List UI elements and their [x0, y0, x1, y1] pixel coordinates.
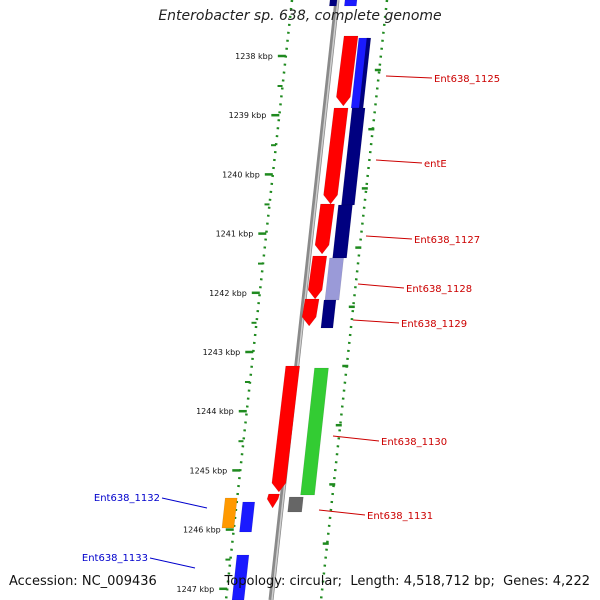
label-leader-line: [352, 319, 400, 324]
gene-label: Ent638_1131: [367, 511, 433, 522]
tick-label: 1239 kbp: [229, 111, 267, 120]
forward-gene-arrow: [336, 35, 359, 107]
tick-label: 1241 kbp: [216, 230, 254, 239]
blast-hit: [332, 204, 353, 259]
reverse-gene-arrow: [344, 0, 358, 7]
accession-label: Accession:: [9, 574, 78, 589]
forward-gene-arrow: [323, 107, 349, 205]
tick-label: 1247 kbp: [177, 585, 215, 594]
label-leader-line: [365, 235, 413, 240]
accession-value: NC_009436: [81, 574, 157, 589]
forward-gene-arrow: [301, 298, 320, 327]
blast-hit: [341, 107, 366, 206]
gray-feature: [287, 496, 304, 513]
genes-label: Genes:: [503, 574, 549, 589]
label-leader-line: [149, 557, 196, 569]
gene-label: entE: [424, 159, 447, 170]
blast-hit: [320, 299, 337, 329]
forward-gene-arrow: [271, 365, 301, 493]
label-leader-line: [385, 75, 433, 79]
label-leader-line: [161, 497, 208, 509]
blast-hit-light: [324, 257, 344, 301]
label-leader-line: [375, 159, 423, 164]
gene-label: Ent638_1127: [414, 235, 480, 246]
tick-marks: 1238 kbp 1239 kbp 1240 kbp 1241 kbp 1242 kbp…: [177, 52, 381, 594]
label-leader-line: [357, 283, 405, 289]
forward-gene-arrow: [266, 493, 280, 509]
backbone-line: [268, 0, 340, 600]
length-value: 4,518,712 bp: [403, 574, 491, 589]
forward-gene-arrow: [314, 203, 335, 255]
label-leader-line: [332, 435, 380, 442]
tick-label: 1242 kbp: [209, 289, 247, 298]
gene-label: Ent638_1132: [94, 493, 160, 504]
tick-label: 1240 kbp: [222, 170, 260, 179]
reverse-gene-block: [231, 554, 250, 600]
gene-label: Ent638_1125: [434, 74, 500, 85]
tick-label: 1244 kbp: [196, 407, 234, 416]
map-title: Enterobacter sp. 638, complete genome: [158, 8, 442, 24]
forward-gene-arrow: [307, 255, 328, 300]
topology-label: Topology:: [224, 574, 286, 589]
tick-label: 1243 kbp: [203, 348, 241, 357]
blast-hit: [329, 0, 338, 7]
gene-labels: Ent638_1125 entE Ent638_1127 Ent638_1128 Ent…: [82, 74, 500, 569]
gene-label: Ent638_1130: [381, 437, 447, 448]
label-leader-line: [318, 509, 366, 516]
gene-label: Ent638_1129: [401, 319, 467, 330]
tick-label: 1246 kbp: [183, 526, 221, 535]
feature-tracks: [221, 0, 372, 600]
tick-label: 1238 kbp: [235, 52, 273, 61]
genes-value: 4,222: [552, 574, 590, 589]
genome-stats: Topology: circular; Length: 4,518,712 bp…: [224, 574, 590, 589]
green-feature: [300, 367, 329, 496]
length-label: Length:: [350, 574, 400, 589]
orange-feature: [221, 497, 238, 529]
reverse-gene-block: [239, 501, 256, 533]
gene-label: Ent638_1128: [406, 284, 472, 295]
tick-label: 1245 kbp: [190, 466, 228, 475]
topology-value: circular: [289, 574, 338, 589]
accession-info: Accession: NC_009436: [9, 574, 157, 589]
gene-label: Ent638_1133: [82, 553, 148, 564]
